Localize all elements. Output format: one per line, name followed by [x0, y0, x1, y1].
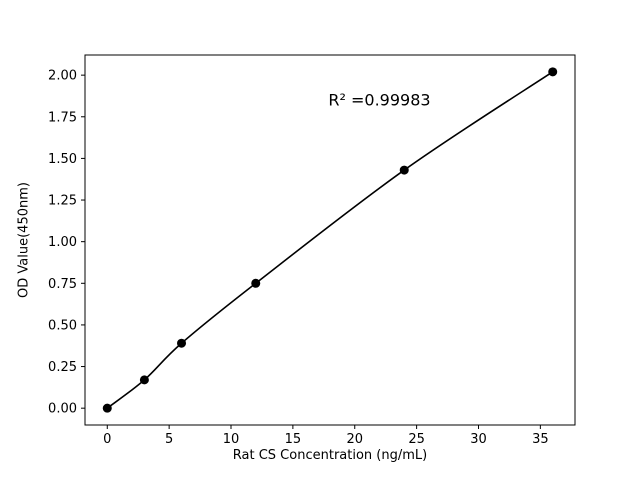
y-tick-label: 0.75 — [48, 277, 77, 292]
data-point — [548, 67, 558, 77]
x-tick-label: 25 — [408, 432, 425, 447]
x-tick-label: 5 — [165, 432, 173, 447]
y-tick-label: 2.00 — [48, 69, 77, 84]
x-axis-label: Rat CS Concentration (ng/mL) — [232, 448, 428, 463]
y-tick-label: 0.00 — [48, 402, 77, 417]
fit-curve — [106, 71, 554, 409]
x-tick-label: 20 — [346, 432, 363, 447]
data-point — [102, 403, 112, 413]
y-tick-label: 1.00 — [48, 235, 77, 250]
data-point — [139, 375, 149, 385]
axes-spines — [84, 54, 576, 426]
y-tick-label: 1.50 — [48, 152, 77, 167]
y-tick-label: 1.25 — [48, 194, 77, 209]
r-squared-annotation: R² =0.99983 — [328, 90, 431, 110]
data-point — [177, 338, 187, 348]
x-tick-label: 10 — [223, 432, 240, 447]
data-point — [399, 165, 409, 175]
y-tick-label: 0.50 — [48, 318, 77, 333]
y-tick-label: 0.25 — [48, 360, 77, 375]
x-tick-label: 15 — [285, 432, 302, 447]
x-tick-label: 35 — [532, 432, 549, 447]
x-tick-label: 30 — [470, 432, 487, 447]
x-tick-label: 0 — [103, 432, 111, 447]
data-point — [251, 278, 261, 288]
y-axis-label: OD Value(450nm) — [16, 182, 32, 298]
y-tick-label: 1.75 — [48, 110, 77, 125]
